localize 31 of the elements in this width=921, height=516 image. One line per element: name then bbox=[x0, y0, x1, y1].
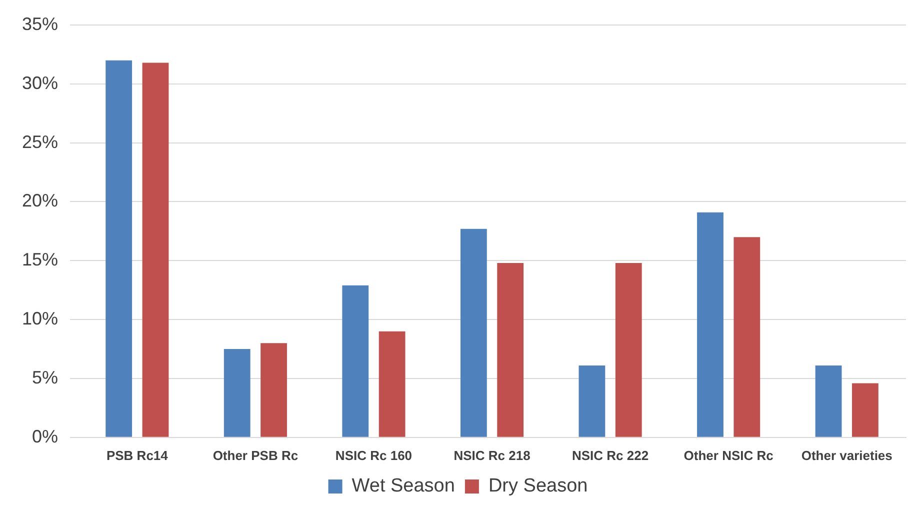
y-tick-label: 35% bbox=[22, 14, 58, 34]
y-tick-label: 10% bbox=[22, 308, 58, 329]
bar bbox=[342, 285, 369, 437]
x-tick-label: Other NSIC Rc bbox=[684, 448, 774, 463]
legend-label: Dry Season bbox=[488, 476, 588, 497]
y-tick-label: 25% bbox=[22, 132, 58, 152]
legend-label: Wet Season bbox=[352, 476, 455, 497]
bar bbox=[497, 263, 524, 437]
y-tick-label: 30% bbox=[22, 72, 58, 93]
bar bbox=[224, 349, 250, 437]
x-tick-label: Other varieties bbox=[801, 448, 892, 463]
bar bbox=[697, 212, 724, 437]
x-tick-label: NSIC Rc 218 bbox=[454, 448, 530, 463]
bar bbox=[852, 383, 878, 437]
x-tick-label: NSIC Rc 160 bbox=[335, 448, 412, 463]
y-tick-label: 0% bbox=[32, 426, 58, 446]
bar bbox=[106, 60, 132, 437]
y-tick-label: 15% bbox=[22, 250, 58, 270]
y-tick-label: 20% bbox=[22, 190, 58, 211]
x-tick-label: Other PSB Rc bbox=[212, 448, 298, 463]
bar bbox=[615, 263, 642, 437]
bar bbox=[142, 62, 169, 437]
y-tick-label: 5% bbox=[32, 367, 58, 388]
bar bbox=[460, 228, 487, 437]
bar bbox=[578, 366, 606, 437]
x-tick-label: PSB Rc14 bbox=[106, 448, 169, 463]
bar bbox=[734, 237, 760, 437]
bar bbox=[378, 331, 406, 437]
x-tick-label: NSIC Rc 222 bbox=[572, 448, 649, 463]
bar bbox=[260, 343, 287, 437]
bar bbox=[815, 366, 842, 437]
